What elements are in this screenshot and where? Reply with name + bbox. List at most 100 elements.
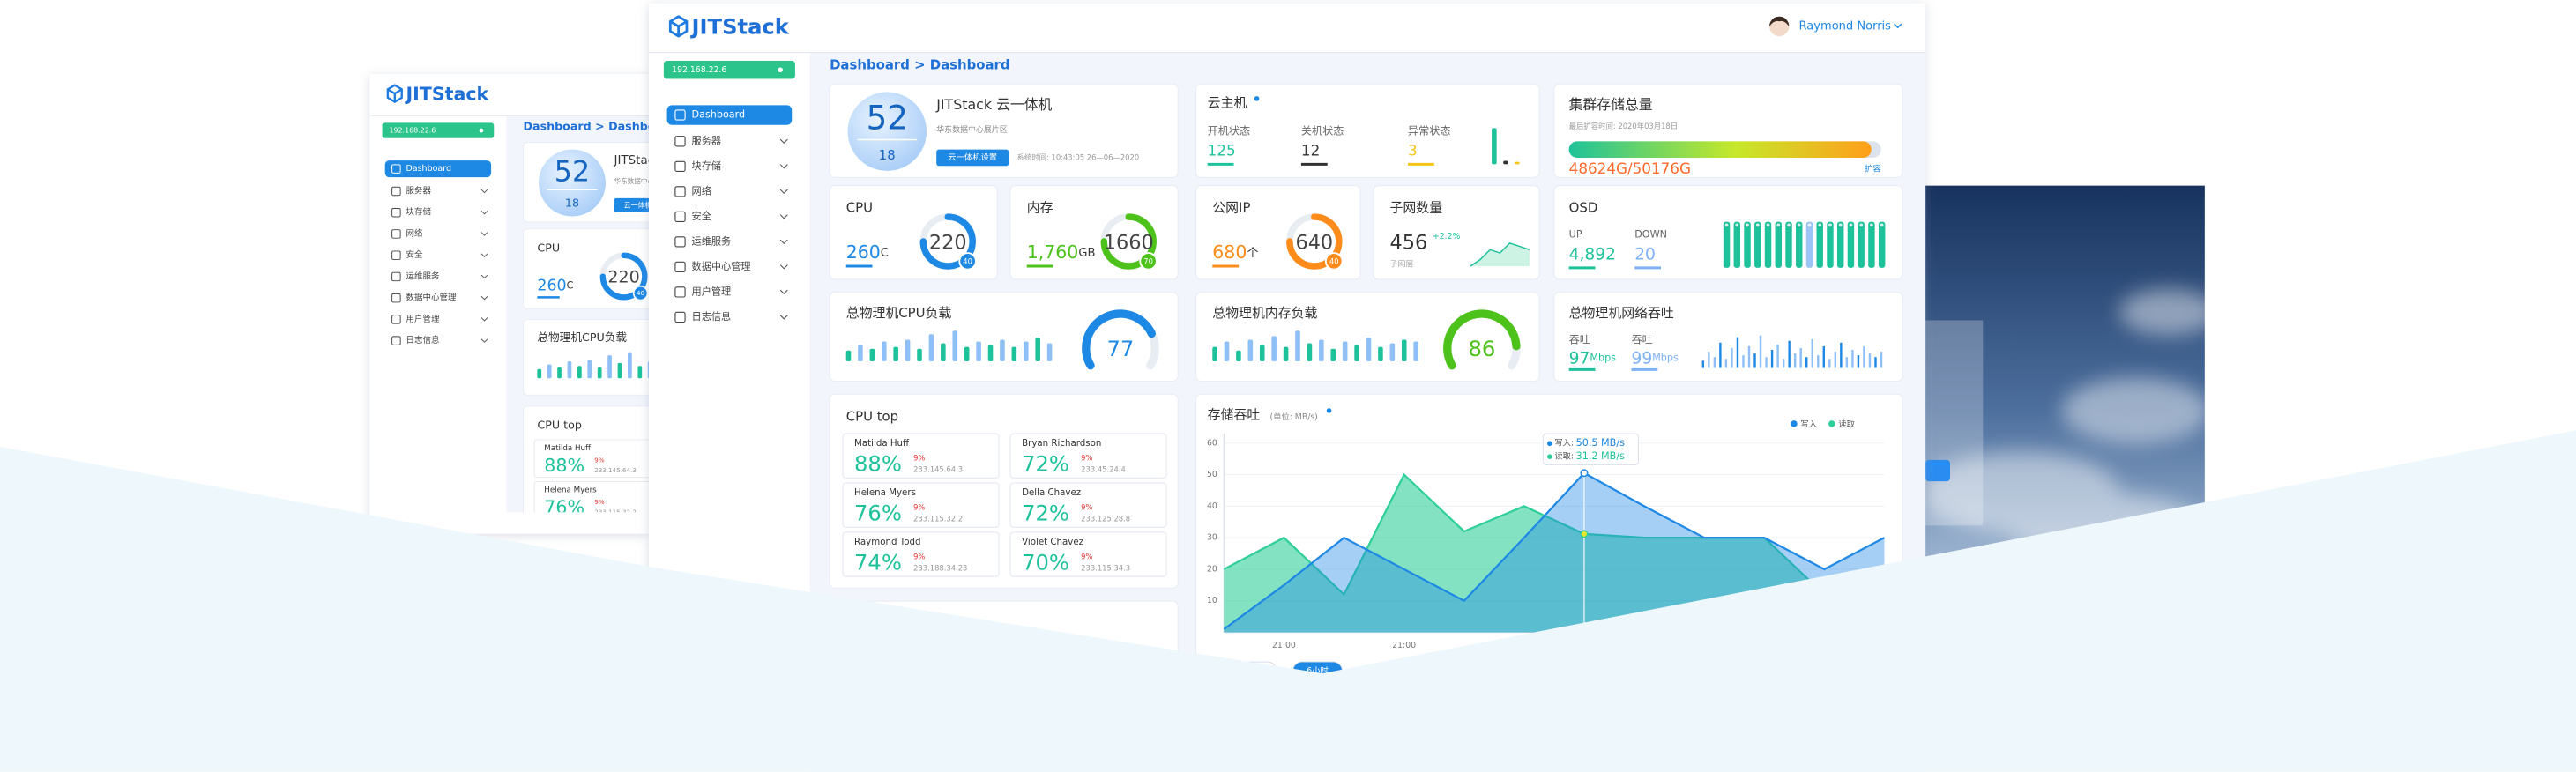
user-menu-chevron[interactable] bbox=[1894, 23, 1902, 29]
y-tick-label: 50 bbox=[1207, 470, 1217, 479]
ring-badge bbox=[1324, 252, 1344, 271]
menu-item[interactable]: 用户管理 bbox=[692, 285, 732, 297]
menu-chevron bbox=[480, 210, 488, 215]
card bbox=[1195, 292, 1540, 382]
load-bar bbox=[1236, 350, 1241, 362]
network-bar bbox=[1857, 355, 1860, 368]
y-tick-label: 20 bbox=[1207, 564, 1217, 574]
osd-up: 4,892 bbox=[1569, 245, 1616, 264]
series-area bbox=[1224, 472, 1885, 633]
cpu-top-ip: 233.145.64.3 bbox=[913, 465, 963, 474]
menu-item[interactable]: 运维服务 bbox=[692, 235, 732, 247]
menu-icon bbox=[674, 160, 686, 172]
load-bar bbox=[647, 361, 650, 379]
load-bar bbox=[577, 366, 582, 379]
menu-item[interactable]: 块存储 bbox=[406, 207, 431, 218]
cpu-top-ip: 233.188.34.23 bbox=[913, 563, 967, 572]
menu-icon bbox=[674, 109, 686, 121]
ring-badge bbox=[958, 252, 977, 271]
osd-node bbox=[1754, 221, 1761, 268]
load-title: 总物理机内存负载 bbox=[1212, 305, 1317, 321]
menu-icon bbox=[391, 186, 401, 197]
menu-chevron bbox=[480, 274, 488, 279]
login-button[interactable] bbox=[1925, 459, 1950, 482]
network-bar bbox=[1776, 344, 1779, 368]
osd-node-dot bbox=[1849, 223, 1853, 227]
network-bar bbox=[1828, 359, 1831, 368]
ring-badge-value: 40 bbox=[637, 289, 645, 297]
summary-sub: 18 bbox=[565, 197, 579, 210]
network-bar bbox=[1765, 357, 1768, 368]
cpu-top-tile bbox=[533, 439, 650, 479]
menu-item[interactable]: 运维服务 bbox=[406, 271, 440, 281]
menu-item[interactable]: 用户管理 bbox=[406, 314, 440, 324]
y-tick-label: 10 bbox=[1207, 596, 1217, 605]
menu-item[interactable]: 服务器 bbox=[406, 185, 431, 196]
series-line bbox=[1223, 472, 1885, 597]
series-area bbox=[1224, 474, 1885, 633]
subnet-note: 子网层 bbox=[1390, 260, 1414, 270]
menu-chevron bbox=[779, 214, 788, 219]
cpu-top-percent: 72% bbox=[1022, 501, 1069, 525]
cpu-top-name: Bryan Richardson bbox=[1022, 438, 1101, 449]
network-bar bbox=[1742, 355, 1745, 368]
menu-item[interactable]: 网络 bbox=[692, 184, 711, 197]
storage-used-label: 48624G/50176G bbox=[1569, 160, 1691, 177]
summary-bubble bbox=[847, 92, 927, 171]
cpu-top-tile bbox=[1009, 433, 1167, 479]
network-bar bbox=[1868, 353, 1872, 368]
cpu-top-change: 9% bbox=[1081, 552, 1092, 560]
network-bar bbox=[1753, 353, 1756, 368]
network-bar bbox=[1713, 357, 1716, 368]
storage-action[interactable]: 扩容 bbox=[1865, 164, 1881, 174]
y-tick-label: 30 bbox=[1207, 533, 1217, 543]
cpu-top-title: CPU top bbox=[537, 419, 582, 432]
osd-node-dot bbox=[1859, 223, 1864, 227]
osd-node-dot bbox=[1870, 223, 1873, 227]
menu-item[interactable]: Dashboard bbox=[692, 109, 746, 121]
load-bar bbox=[1354, 345, 1359, 362]
legend-swatch bbox=[1791, 420, 1798, 427]
summary-button-label: 云一体机设置 bbox=[948, 152, 997, 162]
load-bar bbox=[1413, 341, 1418, 362]
menu-item[interactable]: 日志信息 bbox=[692, 310, 732, 323]
resource-title: 公网IP bbox=[1212, 200, 1250, 216]
summary-button[interactable] bbox=[614, 197, 675, 212]
menu-item[interactable]: 安全 bbox=[692, 210, 711, 222]
menu-item[interactable]: 安全 bbox=[406, 249, 423, 260]
menu-item[interactable]: 服务器 bbox=[692, 135, 722, 146]
vm-title: 云主机 bbox=[1208, 94, 1247, 110]
cpu-top-ip: 233.115.34.3 bbox=[1081, 563, 1130, 572]
network-bar bbox=[1793, 353, 1797, 368]
osd-node-dot bbox=[1807, 223, 1812, 227]
summary-location: 华东数据中心展片区 bbox=[936, 124, 1008, 135]
cpu-top-title: CPU top bbox=[846, 408, 898, 424]
load-bar bbox=[1307, 343, 1313, 362]
ip-indicator bbox=[479, 128, 484, 133]
resource-value: 680个 bbox=[1212, 241, 1258, 263]
menu-chevron bbox=[779, 315, 788, 320]
menu-item[interactable]: 块存储 bbox=[692, 160, 722, 172]
load-bar bbox=[1224, 341, 1230, 362]
cpu-top-percent: 74% bbox=[854, 550, 902, 575]
ip-address: 192.168.22.6 bbox=[389, 127, 436, 135]
menu-item[interactable]: 日志信息 bbox=[406, 335, 439, 345]
vm-stat-value: 12 bbox=[1301, 142, 1320, 160]
cpu-top-percent: 72% bbox=[1022, 451, 1069, 476]
network-bar bbox=[1788, 340, 1791, 368]
menu-chevron bbox=[480, 253, 488, 257]
osd-up-label: UP bbox=[1569, 229, 1582, 241]
network-bar bbox=[1863, 345, 1865, 368]
summary-button[interactable] bbox=[936, 149, 1009, 167]
menu-item[interactable]: 数据中心管理 bbox=[692, 260, 751, 272]
summary-button-label: 云一体机设置 bbox=[624, 200, 666, 209]
menu-item[interactable]: 数据中心管理 bbox=[406, 293, 457, 303]
load-bar bbox=[1259, 345, 1265, 362]
osd-node-dot bbox=[1880, 223, 1884, 227]
summary-location: 华东数据中心展片区 bbox=[614, 176, 674, 185]
menu-item[interactable]: 网络 bbox=[406, 228, 423, 239]
menu-item[interactable]: Dashboard bbox=[406, 164, 451, 174]
osd-node bbox=[1796, 221, 1803, 268]
cpu-top-name: Matilda Huff bbox=[544, 444, 592, 453]
